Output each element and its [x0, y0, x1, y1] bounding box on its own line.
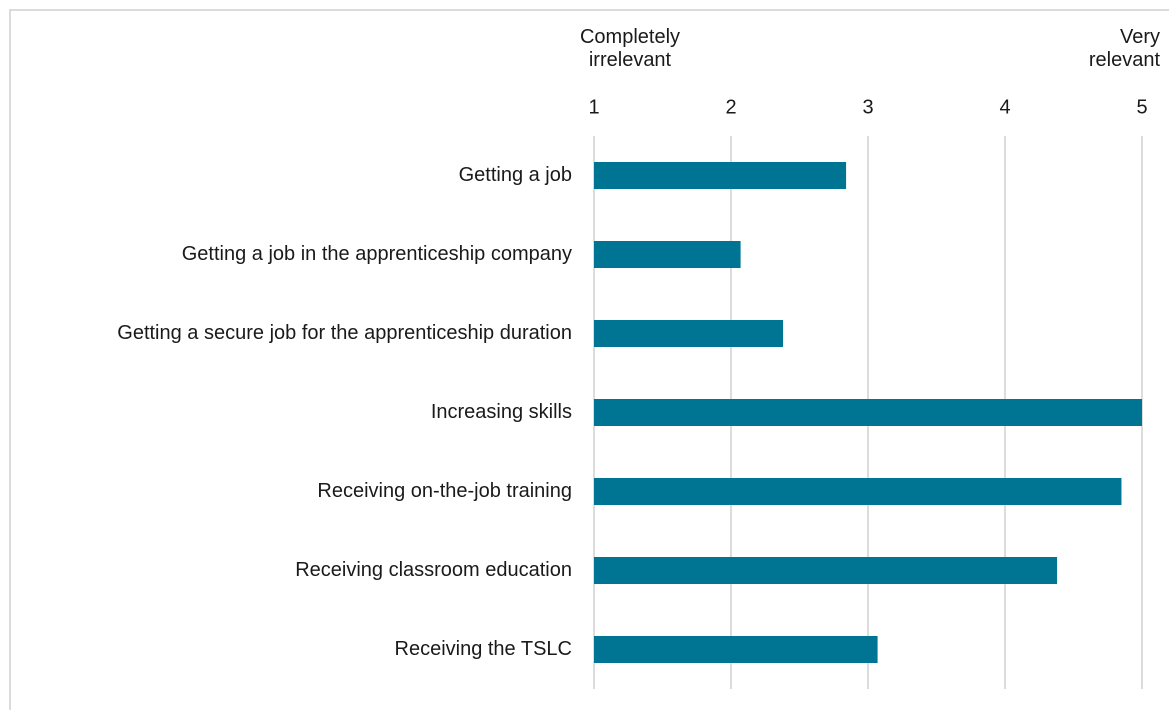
bar: [594, 636, 878, 663]
bar: [594, 557, 1058, 584]
bar: [594, 320, 784, 347]
y-tick-label: Getting a job: [459, 164, 572, 186]
x-tick-label: 3: [862, 96, 873, 118]
bar: [594, 241, 741, 268]
bar: [594, 399, 1142, 426]
y-tick-label: Getting a job in the apprenticeship comp…: [182, 243, 572, 265]
x-tick-label: 2: [725, 96, 736, 118]
frame: [9, 9, 1169, 710]
x-axis-high-label: Very relevant: [1088, 26, 1160, 71]
bar: [594, 162, 847, 189]
x-tick-label: 5: [1136, 96, 1147, 118]
x-axis-low-label: Completely irrelevant: [579, 26, 681, 71]
x-tick-label: 4: [999, 96, 1010, 118]
y-tick-label: Increasing skills: [431, 401, 572, 423]
y-tick-label: Receiving the TSLC: [395, 638, 573, 660]
y-tick-label: Getting a secure job for the apprentices…: [117, 322, 572, 344]
y-tick-label: Receiving classroom education: [295, 559, 572, 581]
y-tick-label: Receiving on-the-job training: [317, 480, 572, 502]
x-tick-label: 1: [588, 96, 599, 118]
bar: [594, 478, 1122, 505]
